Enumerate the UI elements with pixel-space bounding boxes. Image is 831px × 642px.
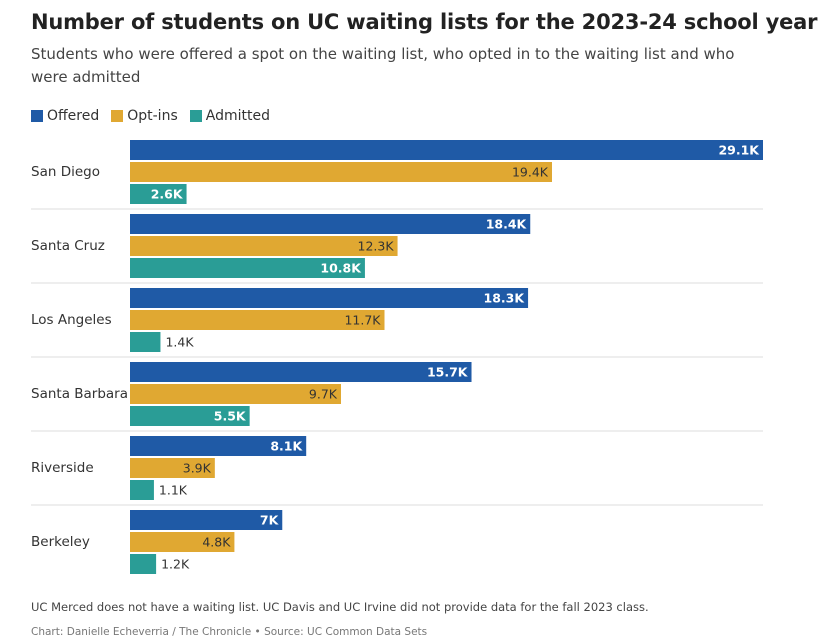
chart-subtitle: Students who were offered a spot on the … bbox=[31, 45, 735, 86]
data-label-santa-cruz-admitted: 10.8K bbox=[320, 261, 362, 276]
data-label-los-angeles-opt-ins: 11.7K bbox=[344, 313, 381, 328]
bar-riverside-offered bbox=[130, 436, 307, 456]
data-label-riverside-opt-ins: 3.9K bbox=[183, 461, 212, 476]
data-label-san-diego-offered: 29.1K bbox=[718, 143, 760, 158]
legend-item-offered: Offered bbox=[31, 108, 99, 124]
data-label-santa-cruz-offered: 18.4K bbox=[486, 217, 528, 232]
bar-santa-cruz-admitted bbox=[130, 258, 365, 278]
data-label-los-angeles-offered: 18.3K bbox=[484, 291, 526, 306]
bar-los-angeles-offered bbox=[130, 288, 529, 308]
bar-berkeley-admitted bbox=[130, 554, 157, 574]
data-label-santa-barbara-opt-ins: 9.7K bbox=[309, 387, 338, 402]
data-label-santa-cruz-opt-ins: 12.3K bbox=[358, 239, 395, 254]
chart-title: Number of students on UC waiting lists f… bbox=[31, 10, 818, 34]
bar-chart: San Diego 29.1K 19.4K 2.6K Santa Cruz 18.4K 12… bbox=[31, 140, 763, 574]
category-label-berkeley: Berkeley bbox=[31, 534, 90, 550]
data-label-riverside-admitted: 1.1K bbox=[159, 483, 188, 498]
legend-item-admitted: Admitted bbox=[189, 108, 270, 124]
bar-riverside-admitted bbox=[130, 480, 154, 500]
data-label-santa-barbara-admitted: 5.5K bbox=[214, 409, 247, 424]
chart-note: UC Merced does not have a waiting list. … bbox=[31, 600, 649, 614]
bar-berkeley-opt-ins bbox=[130, 532, 235, 552]
legend-label-opt-ins: Opt-ins bbox=[127, 108, 178, 124]
bar-berkeley-offered bbox=[130, 510, 283, 530]
data-label-berkeley-opt-ins: 4.8K bbox=[202, 535, 231, 550]
bar-los-angeles-admitted bbox=[130, 332, 161, 352]
legend-item-opt-ins: Opt-ins bbox=[111, 108, 178, 124]
legend-label-offered: Offered bbox=[47, 108, 100, 124]
bar-los-angeles-opt-ins bbox=[130, 310, 385, 330]
bar-san-diego-admitted bbox=[130, 184, 187, 204]
legend: Offered Opt-ins Admitted bbox=[31, 108, 270, 124]
data-label-santa-barbara-offered: 15.7K bbox=[427, 365, 469, 380]
data-label-san-diego-opt-ins: 19.4K bbox=[512, 165, 549, 180]
chart-credit: Chart: Danielle Echeverria / The Chronic… bbox=[31, 626, 428, 638]
bar-san-diego-offered bbox=[130, 140, 763, 160]
category-label-riverside: Riverside bbox=[31, 460, 94, 476]
legend-swatch-offered bbox=[31, 110, 43, 122]
legend-label-admitted: Admitted bbox=[205, 108, 270, 124]
bar-santa-barbara-admitted bbox=[130, 406, 250, 426]
category-label-san-diego: San Diego bbox=[31, 164, 100, 180]
category-label-los-angeles: Los Angeles bbox=[31, 312, 112, 328]
bar-santa-cruz-opt-ins bbox=[130, 236, 398, 256]
legend-swatch-admitted bbox=[189, 110, 202, 122]
bar-santa-cruz-offered bbox=[130, 214, 531, 234]
legend-swatch-opt-ins bbox=[111, 110, 124, 122]
data-label-los-angeles-admitted: 1.4K bbox=[165, 335, 194, 350]
data-label-berkeley-admitted: 1.2K bbox=[161, 557, 190, 572]
data-label-riverside-offered: 8.1K bbox=[270, 439, 303, 454]
bar-riverside-opt-ins bbox=[130, 458, 215, 478]
bar-santa-barbara-opt-ins bbox=[130, 384, 341, 404]
data-label-berkeley-offered: 7K bbox=[260, 513, 280, 528]
category-label-santa-barbara: Santa Barbara bbox=[31, 386, 128, 402]
bar-san-diego-opt-ins bbox=[130, 162, 552, 182]
category-label-santa-cruz: Santa Cruz bbox=[31, 238, 105, 254]
data-label-san-diego-admitted: 2.6K bbox=[151, 187, 184, 202]
bar-santa-barbara-offered bbox=[130, 362, 472, 382]
